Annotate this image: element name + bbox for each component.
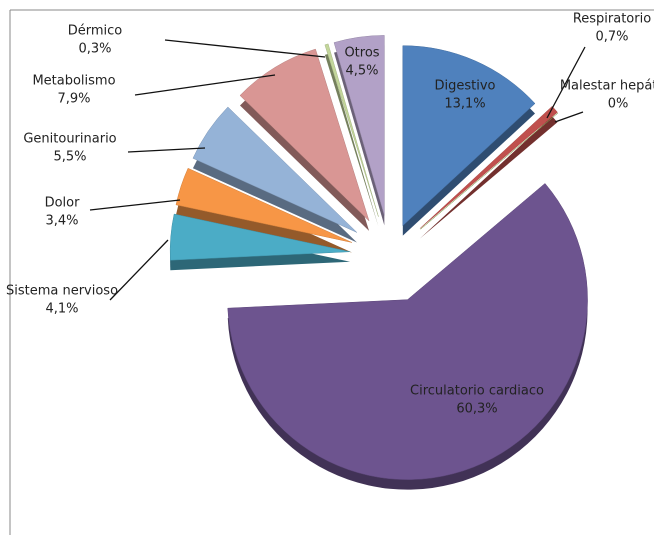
leader-lines	[89, 39, 586, 301]
slice	[192, 106, 358, 233]
slice-side	[324, 53, 379, 227]
slice-value-label: 4,5%	[345, 64, 378, 79]
slice-label: Dolor	[45, 196, 81, 211]
leader-line	[127, 147, 206, 153]
slice-side	[419, 116, 558, 239]
slice-value-label: 60,3%	[456, 402, 497, 417]
leader-line	[164, 39, 326, 58]
slice-label: Otros	[344, 46, 379, 61]
slice-label: Genitourinario	[23, 132, 116, 147]
slice-value-label: 0,3%	[78, 42, 111, 57]
slice-value-label: 0%	[608, 97, 629, 112]
slice	[333, 35, 385, 216]
leader-line	[134, 74, 276, 96]
slice-value-label: 3,4%	[45, 214, 78, 229]
pie	[169, 35, 588, 490]
leader-line	[546, 46, 586, 119]
slice	[169, 213, 351, 261]
slice-label: Circulatorio cardiaco	[410, 384, 544, 399]
slice-label: Metabolismo	[32, 74, 115, 89]
slice-value-label: 0,7%	[595, 30, 628, 45]
slice-value-label: 4,1%	[45, 302, 78, 317]
frame	[9, 9, 654, 535]
leader-line	[554, 111, 584, 123]
slice-label: Sistema nervioso	[6, 284, 118, 299]
slice	[324, 43, 379, 217]
slice	[420, 112, 559, 230]
slice-label: Digestivo	[434, 79, 495, 94]
slice	[402, 45, 536, 227]
slice	[227, 183, 588, 480]
leader-line	[89, 199, 181, 211]
slice-value-label: 13,1%	[444, 97, 485, 112]
slice-label: Respiratorio	[573, 12, 651, 27]
slice-value-label: 7,9%	[57, 92, 90, 107]
slice	[175, 167, 353, 243]
slice-label: Dérmico	[68, 24, 123, 39]
slice	[239, 48, 370, 222]
slice	[419, 105, 558, 229]
slice-value-label: 5,5%	[53, 150, 86, 165]
slice-label: Malestar hepático	[560, 79, 654, 94]
leader-line	[109, 239, 169, 301]
labels: Digestivo 13,1% Respiratorio 0,7% Malestar h…	[6, 12, 654, 417]
